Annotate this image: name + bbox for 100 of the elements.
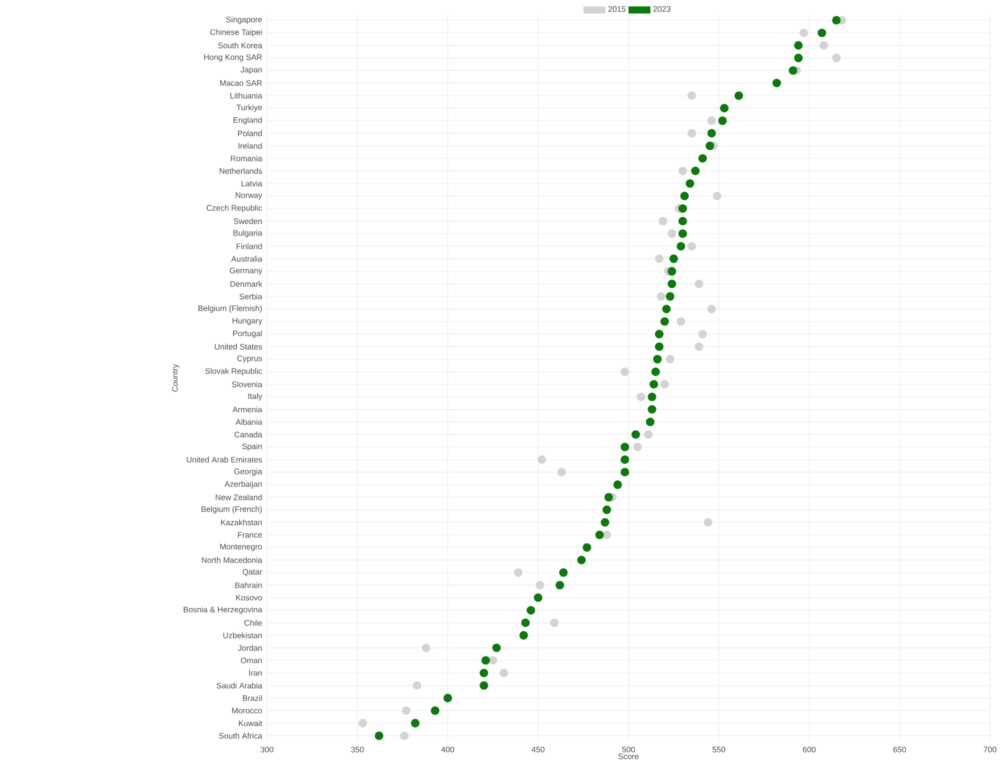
y-tick-label: Czech Republic [206, 204, 262, 212]
y-tick-label: Azerbaijan [224, 480, 262, 488]
point [654, 330, 664, 338]
point [707, 116, 716, 125]
y-tick-label: Oman [240, 658, 262, 664]
y-tick-label: Bosnia & Herzegovina [184, 606, 262, 614]
y-tick-label: Hungary [232, 318, 262, 326]
point [698, 154, 707, 163]
point [537, 455, 546, 464]
y-tick-label: Macao SAR [220, 80, 262, 86]
point [410, 718, 420, 728]
y-tick-label: Kazakhstan [221, 519, 262, 526]
point [698, 330, 707, 338]
y-tick-label: South Africa [219, 732, 262, 739]
y-tick-label: New Zealand [216, 494, 262, 500]
y-tick-label: Jordan [238, 644, 262, 651]
point [718, 116, 727, 125]
point [819, 41, 828, 50]
point [613, 480, 622, 489]
y-tick-label: Norway [236, 192, 262, 200]
y-tick-label: Canada [234, 432, 262, 438]
point [668, 229, 676, 238]
y-tick-label: Bahrain [235, 582, 262, 588]
point [706, 142, 714, 150]
point [412, 681, 422, 690]
y-tick-label: Slovenia [232, 381, 262, 388]
y-tick-label: Latvia [242, 180, 262, 186]
point [704, 518, 712, 527]
y-tick-label: Kosovo [236, 594, 262, 600]
point [488, 656, 498, 665]
point [526, 606, 536, 614]
point [678, 216, 687, 226]
y-tick-label: Georgia [234, 468, 262, 476]
point [800, 28, 808, 38]
point [818, 28, 826, 38]
y-tick-label: Denmark [230, 280, 262, 287]
x-tick-label: 450 [532, 746, 544, 752]
y-tick-label: Montenegro [220, 544, 262, 552]
y-tick-label: Sweden [234, 218, 262, 224]
point [631, 430, 640, 439]
y-tick-label: England [234, 116, 262, 124]
point [644, 430, 653, 439]
point [668, 280, 676, 288]
point [694, 342, 704, 351]
x-axis-title: Score [618, 754, 639, 760]
x-tick-label: 500 [622, 746, 635, 752]
point [557, 468, 566, 476]
y-tick-label: Japan [240, 66, 262, 74]
y-tick-label: Australia [231, 256, 262, 262]
y-tick-label: Turkiye [236, 104, 262, 112]
point [658, 216, 668, 226]
y-tick-label: Saudi Arabia [216, 682, 262, 688]
y-tick-label: Iran [249, 670, 262, 676]
point [492, 644, 501, 652]
point [666, 354, 674, 364]
y-tick-label: Germany [230, 268, 262, 275]
y-tick-label: Albania [236, 418, 262, 425]
point [712, 192, 722, 200]
point [648, 392, 656, 402]
point [832, 16, 841, 25]
point [480, 668, 488, 678]
point [443, 694, 452, 702]
point [788, 66, 798, 75]
y-tick-label: Lithuania [230, 92, 262, 99]
point [687, 128, 696, 138]
y-tick-label: Uzbekistan [223, 632, 262, 638]
y-tick-label: Qatar [242, 569, 262, 576]
x-tick-label: 700 [984, 746, 996, 752]
x-tick-label: 600 [802, 746, 816, 752]
y-tick-label: Chile [244, 620, 262, 626]
legend-label: 2023 [653, 6, 670, 12]
point [794, 54, 803, 62]
y-tick-label: Poland [238, 130, 262, 136]
y-tick-label: France [238, 532, 262, 538]
y-tick-label: Brazil [242, 695, 262, 702]
point [666, 292, 674, 301]
point [669, 254, 678, 264]
point [536, 580, 544, 590]
point [662, 304, 671, 314]
point [402, 706, 410, 715]
point [636, 392, 646, 402]
y-tick-label: Finland [236, 243, 262, 250]
y-tick-label: Romania [230, 155, 262, 162]
point [481, 656, 490, 665]
point [707, 304, 716, 314]
point [686, 179, 694, 188]
point [691, 166, 700, 176]
point [707, 128, 716, 138]
point [595, 530, 604, 540]
point [374, 731, 384, 740]
point [577, 556, 586, 564]
point [521, 618, 530, 628]
point [678, 204, 687, 213]
y-axis-title: Country [172, 364, 180, 392]
point [654, 254, 664, 264]
point [660, 380, 669, 389]
point [650, 380, 658, 389]
point [687, 242, 696, 250]
point [720, 104, 729, 112]
y-tick-label: Singapore [226, 16, 262, 24]
